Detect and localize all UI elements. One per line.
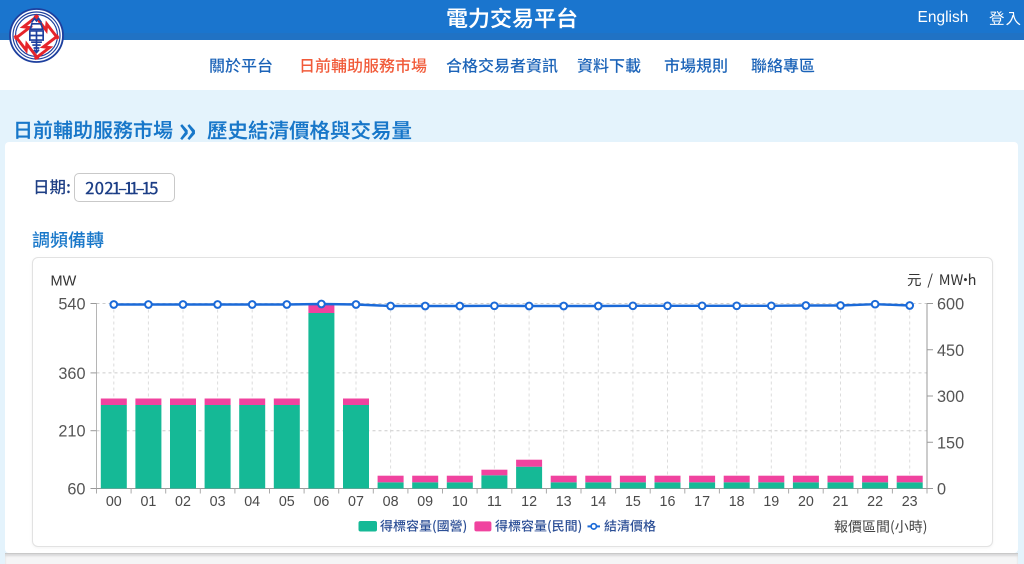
svg-text:11: 11: [487, 494, 502, 510]
svg-text:600: 600: [937, 296, 964, 314]
svg-text:17: 17: [694, 494, 710, 510]
svg-text:300: 300: [937, 388, 964, 406]
svg-text:0: 0: [937, 481, 946, 499]
svg-text:04: 04: [244, 494, 260, 510]
svg-text:19: 19: [763, 494, 779, 510]
svg-text:05: 05: [279, 494, 295, 510]
svg-text:12: 12: [521, 494, 537, 510]
svg-text:360: 360: [58, 365, 85, 383]
svg-text:23: 23: [902, 494, 918, 510]
svg-text:14: 14: [590, 494, 606, 510]
svg-text:60: 60: [67, 481, 85, 499]
svg-text:15: 15: [625, 494, 641, 510]
svg-text:MW: MW: [51, 274, 77, 290]
svg-text:150: 150: [937, 434, 964, 452]
svg-text:00: 00: [106, 494, 122, 510]
svg-text:02: 02: [175, 494, 191, 510]
svg-text:22: 22: [867, 494, 883, 510]
svg-text:210: 210: [58, 423, 85, 441]
svg-text:09: 09: [417, 494, 433, 510]
svg-text:13: 13: [556, 494, 572, 510]
svg-text:20: 20: [798, 494, 814, 510]
svg-text:07: 07: [348, 494, 364, 510]
svg-text:10: 10: [452, 494, 468, 510]
svg-text:16: 16: [660, 494, 676, 510]
svg-text:03: 03: [210, 494, 226, 510]
svg-text:450: 450: [937, 342, 964, 360]
svg-text:01: 01: [140, 494, 156, 510]
svg-text:06: 06: [313, 494, 329, 510]
svg-text:08: 08: [383, 494, 399, 510]
svg-text:21: 21: [833, 494, 849, 510]
svg-text:18: 18: [729, 494, 745, 510]
svg-text:540: 540: [58, 296, 85, 314]
